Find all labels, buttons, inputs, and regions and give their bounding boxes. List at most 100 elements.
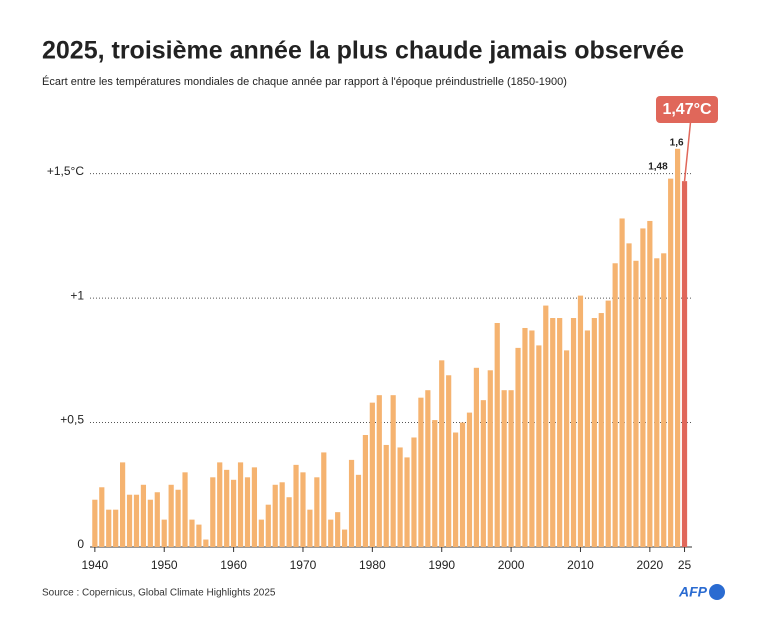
bar — [106, 509, 112, 547]
bar — [501, 390, 507, 547]
bar — [210, 477, 216, 547]
bar — [369, 402, 375, 547]
bar — [293, 464, 299, 547]
bar — [161, 519, 167, 547]
bar — [452, 432, 459, 547]
bar — [411, 437, 417, 547]
bar — [189, 519, 195, 547]
bar — [390, 395, 396, 547]
bar — [674, 148, 681, 547]
bar — [203, 539, 209, 547]
y-tick-label: +1 — [70, 288, 84, 302]
bar — [515, 347, 521, 547]
bar — [307, 509, 313, 547]
bar — [99, 487, 105, 547]
bar — [175, 489, 181, 547]
chart-subtitle: Écart entre les températures mondiales d… — [42, 75, 567, 88]
bar — [473, 367, 480, 547]
bar — [446, 375, 452, 547]
bar — [328, 519, 334, 547]
bar — [120, 462, 126, 547]
bar — [557, 318, 563, 547]
bar — [279, 482, 285, 547]
bar — [425, 390, 431, 547]
x-tick-label: 25 — [678, 558, 692, 572]
bar — [314, 477, 320, 547]
bar — [383, 444, 389, 547]
bar — [231, 479, 237, 547]
source: Source : Copernicus, Global Climate High… — [42, 588, 276, 599]
bar — [224, 469, 230, 547]
bar — [432, 420, 438, 547]
bar — [605, 300, 611, 547]
bar — [668, 178, 674, 547]
bar — [508, 390, 514, 547]
bar — [647, 220, 653, 547]
x-tick-label: 1950 — [151, 558, 178, 572]
bar — [147, 499, 153, 547]
bar — [348, 459, 355, 547]
bar — [522, 327, 528, 547]
bar — [633, 260, 639, 547]
bar — [404, 457, 410, 547]
bar — [584, 330, 591, 547]
bar — [321, 452, 327, 547]
bar — [300, 472, 306, 547]
chart-title: 2025, troisième année la plus chaude jam… — [42, 37, 684, 65]
bar — [487, 370, 493, 547]
label-pointer — [683, 121, 692, 182]
bar — [217, 462, 223, 547]
x-tick-label: 1990 — [428, 558, 455, 572]
bar — [681, 181, 688, 547]
y-tick-label: +0,5 — [60, 413, 84, 427]
value-label: 1,6 — [670, 137, 684, 148]
bar — [661, 253, 667, 548]
bar — [251, 467, 258, 547]
bar — [362, 435, 369, 547]
logo-dot — [709, 584, 725, 600]
x-tick-label: 2010 — [567, 558, 594, 572]
x-tick-label: 1980 — [359, 558, 386, 572]
bar — [133, 494, 140, 547]
bar — [265, 504, 271, 547]
bar — [272, 484, 278, 547]
bar — [182, 472, 188, 547]
bar — [563, 350, 570, 547]
logo: AFP — [678, 584, 708, 600]
bar — [494, 323, 500, 547]
bar — [335, 512, 341, 547]
y-tick-label: +1,5°C — [47, 164, 84, 178]
bar — [459, 422, 466, 547]
x-tick-label: 2000 — [498, 558, 525, 572]
bar — [619, 218, 625, 547]
bar — [154, 492, 160, 547]
bar — [237, 462, 244, 547]
y-tick-label: 0 — [77, 537, 84, 551]
bar — [536, 345, 542, 547]
bar — [543, 305, 549, 547]
bar — [244, 477, 251, 547]
bar — [342, 529, 348, 547]
bar — [355, 474, 362, 547]
bar — [529, 330, 535, 547]
bar — [612, 263, 618, 547]
bar — [126, 494, 133, 547]
bar — [286, 497, 292, 547]
bar — [113, 509, 119, 547]
bar — [626, 243, 632, 547]
bar — [376, 395, 382, 547]
x-tick-label: 1960 — [220, 558, 247, 572]
bar — [92, 499, 98, 547]
bar — [439, 360, 445, 547]
value-label: 1,47°C — [662, 101, 712, 118]
bar — [258, 519, 264, 547]
label-box — [656, 96, 718, 123]
bar — [570, 318, 577, 547]
bar — [140, 484, 147, 547]
bar — [598, 313, 604, 547]
bar — [196, 524, 202, 547]
bar — [591, 318, 597, 547]
bar — [418, 397, 424, 547]
bar — [640, 228, 646, 547]
